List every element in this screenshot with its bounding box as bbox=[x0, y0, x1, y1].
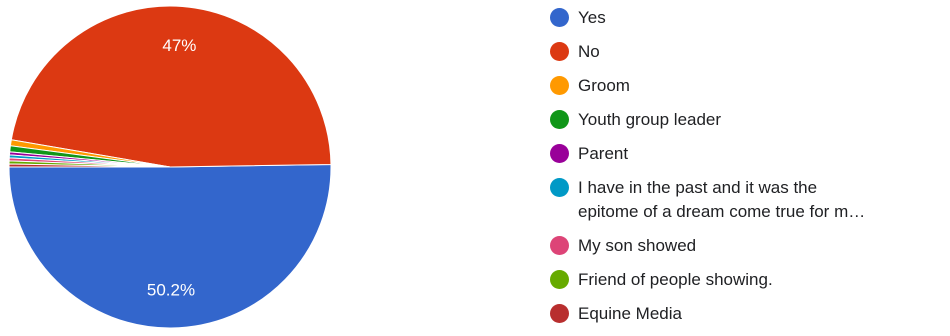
legend-item-0: Yes bbox=[548, 6, 948, 30]
pie-slice-8 bbox=[8, 163, 171, 168]
legend-item-2: Groom bbox=[548, 74, 948, 98]
legend-item-3: Youth group leader bbox=[548, 108, 948, 132]
pie-data-label-1: 47% bbox=[162, 36, 196, 55]
pie-slice-0 bbox=[8, 163, 332, 329]
pie-slice-1 bbox=[10, 5, 332, 168]
legend-label: Yes bbox=[578, 8, 606, 27]
legend-swatch bbox=[550, 42, 569, 61]
legend-label: I have in the past and it was the epitom… bbox=[578, 178, 866, 221]
legend-item-1: No bbox=[548, 40, 948, 64]
legend-label: Parent bbox=[578, 144, 629, 163]
legend-item-5: I have in the past and it was the epitom… bbox=[548, 176, 948, 224]
legend-label: Groom bbox=[578, 76, 630, 95]
pie-chart: 50.2% 47% bbox=[8, 5, 332, 329]
legend-item-4: Parent bbox=[548, 142, 948, 166]
legend-item-8: Equine Media bbox=[548, 302, 948, 326]
legend-label: My son showed bbox=[578, 236, 697, 255]
legend-label: Equine Media bbox=[578, 304, 682, 323]
legend: Yes No Groom Youth group leader Parent I have… bbox=[548, 6, 948, 336]
legend-item-6: My son showed bbox=[548, 234, 948, 258]
legend-swatch bbox=[550, 236, 569, 255]
legend-swatch bbox=[550, 110, 569, 129]
legend-label: Youth group leader bbox=[578, 110, 722, 129]
legend-swatch bbox=[550, 76, 569, 95]
legend-swatch bbox=[550, 178, 569, 197]
legend-swatch bbox=[550, 8, 569, 27]
legend-label: No bbox=[578, 42, 600, 61]
pie-data-label-0: 50.2% bbox=[147, 280, 195, 299]
legend-swatch bbox=[550, 304, 569, 323]
legend-item-7: Friend of people showing. bbox=[548, 268, 948, 292]
legend-label: Friend of people showing. bbox=[578, 270, 773, 289]
legend-swatch bbox=[550, 144, 569, 163]
legend-swatch bbox=[550, 270, 569, 289]
